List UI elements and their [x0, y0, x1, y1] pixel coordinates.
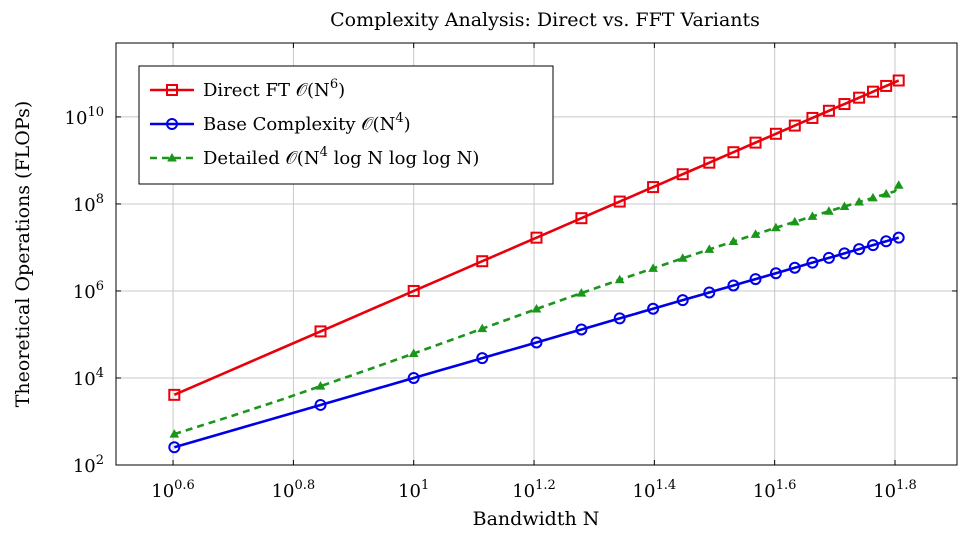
- data-point: [880, 235, 893, 248]
- data-point: [477, 323, 488, 333]
- data-point: [575, 212, 588, 225]
- data-point: [575, 323, 588, 336]
- data-point: [647, 302, 660, 315]
- data-point: [769, 267, 782, 280]
- data-point: [788, 119, 801, 132]
- x-axis-label: Bandwidth N: [473, 508, 600, 530]
- data-point: [168, 441, 181, 454]
- data-point: [807, 211, 818, 220]
- x-tick-label: 101.4: [633, 478, 677, 502]
- y-tick-label: 108: [73, 192, 104, 216]
- data-point: [769, 127, 782, 140]
- data-point: [613, 195, 626, 208]
- x-tick-label: 101.6: [753, 478, 797, 502]
- data-point: [168, 388, 181, 401]
- data-point: [314, 325, 327, 338]
- y-axis-label: Theoretical Operations (FLOPs): [12, 101, 34, 408]
- data-point: [530, 336, 543, 349]
- data-point: [576, 288, 587, 297]
- data-point: [476, 255, 489, 268]
- legend-label: Detailed 𝒪(N4 log N log log N): [203, 145, 479, 169]
- data-point: [749, 136, 762, 149]
- data-point: [676, 294, 689, 307]
- legend-label: Direct FT 𝒪(N6): [203, 77, 345, 101]
- data-point: [824, 206, 834, 215]
- chart-title: Complexity Analysis: Direct vs. FFT Vari…: [330, 9, 760, 31]
- y-tick-label: 102: [73, 453, 104, 477]
- legend-marker: [166, 84, 178, 96]
- series-layer: [168, 74, 905, 454]
- data-point: [703, 286, 716, 299]
- legend-box: [138, 65, 554, 185]
- data-point: [892, 231, 905, 244]
- data-point: [788, 261, 801, 274]
- data-point: [749, 273, 762, 286]
- data-point: [839, 201, 850, 210]
- series-2: [169, 180, 904, 438]
- data-point: [881, 188, 892, 198]
- data-point: [771, 222, 781, 232]
- data-point: [407, 284, 420, 297]
- data-point: [476, 352, 489, 365]
- x-tick-label: 100.8: [272, 478, 316, 502]
- data-point: [822, 104, 835, 117]
- data-point: [806, 256, 819, 269]
- series-0: [168, 74, 905, 401]
- legend-marker: [166, 118, 178, 130]
- data-point: [853, 243, 866, 256]
- y-tick-label: 104: [73, 366, 104, 390]
- data-point: [868, 192, 878, 202]
- legend: Direct FT 𝒪(N6) Base Complexity 𝒪(N4) Deta…: [138, 65, 554, 185]
- data-point: [789, 216, 800, 226]
- legend-marker: [167, 152, 177, 162]
- data-point: [892, 74, 905, 87]
- series-1: [168, 231, 905, 454]
- data-point: [531, 304, 542, 313]
- data-point: [854, 197, 864, 206]
- data-point: [704, 244, 715, 253]
- data-point: [315, 381, 326, 390]
- data-point: [893, 180, 904, 189]
- data-point: [866, 239, 879, 252]
- x-tick-label: 101: [398, 478, 429, 502]
- data-point: [530, 231, 543, 244]
- data-point: [703, 156, 716, 169]
- x-axis-ticks: 100.6 100.8 101 101.2 101.4 101.6 101.8: [151, 43, 917, 502]
- data-point: [407, 371, 420, 384]
- x-tick-label: 101.2: [512, 478, 556, 502]
- data-point: [727, 279, 740, 292]
- plot-area-frame: [115, 42, 958, 466]
- x-tick-label: 100.6: [151, 478, 195, 502]
- data-point: [408, 348, 419, 357]
- y-tick-label: 106: [73, 279, 104, 303]
- data-point: [676, 168, 689, 181]
- data-point: [853, 91, 866, 104]
- data-point: [806, 111, 819, 124]
- data-point: [866, 85, 879, 98]
- data-point: [169, 429, 180, 438]
- legend-label: Base Complexity 𝒪(N4): [203, 111, 411, 135]
- data-point: [677, 253, 688, 262]
- data-point: [838, 98, 851, 111]
- data-point: [838, 247, 851, 260]
- x-tick-label: 101.8: [873, 478, 917, 502]
- data-point: [648, 263, 658, 272]
- y-axis-ticks: 102 104 106 108 1010: [65, 105, 957, 477]
- data-point: [880, 79, 893, 92]
- data-point: [647, 181, 660, 194]
- data-point: [728, 236, 739, 245]
- data-point: [750, 229, 761, 238]
- data-point: [314, 398, 327, 411]
- y-tick-label: 1010: [65, 105, 104, 129]
- data-point: [613, 312, 626, 325]
- data-point: [614, 274, 625, 284]
- data-point: [727, 146, 740, 159]
- data-point: [822, 251, 835, 264]
